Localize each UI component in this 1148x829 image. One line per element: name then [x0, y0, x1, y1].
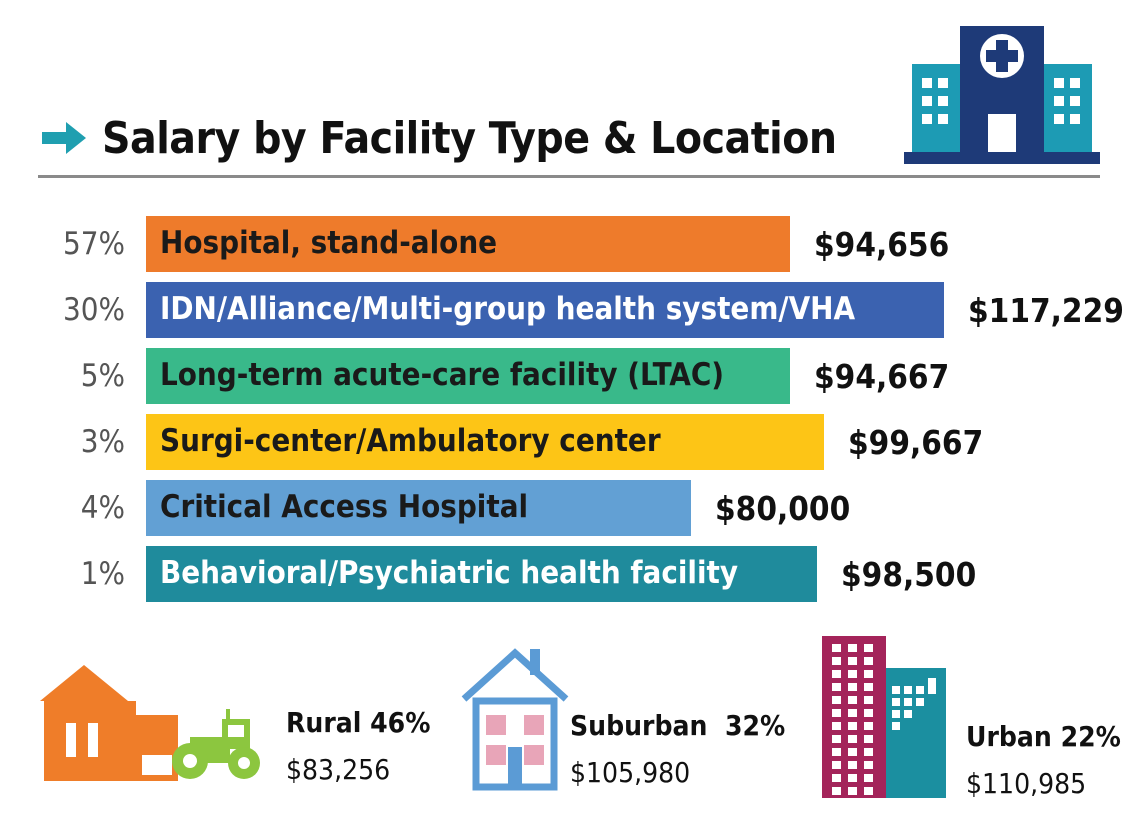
house-icon: [461, 648, 569, 791]
bar-value-label: $94,656: [814, 225, 950, 264]
location-rural: Rural 46% $83,256: [286, 706, 430, 786]
bar-percent-label: 4%: [80, 490, 125, 526]
location-urban: Urban 22% $110,985: [966, 720, 1121, 800]
bar-value-label: $117,229: [968, 291, 1124, 330]
location-suburban: Suburban 32% $105,980: [570, 709, 785, 789]
bar-category-label: IDN/Alliance/Multi-group health system/V…: [160, 291, 856, 327]
bar-percent-label: 3%: [80, 424, 125, 460]
bar-percent-label: 1%: [80, 556, 125, 592]
bar-value-label: $94,667: [814, 357, 950, 396]
barn-tractor-icon: [40, 665, 260, 781]
bar-value-label: $98,500: [841, 555, 977, 594]
bar-value-label: $99,667: [848, 423, 984, 462]
chart-title-block: Salary by Facility Type & Location: [40, 108, 837, 168]
location-suburban-label: Suburban 32%: [570, 709, 786, 742]
city-buildings-icon: [822, 636, 946, 798]
bar-category-label: Critical Access Hospital: [160, 489, 529, 525]
location-rural-salary: $83,256: [286, 753, 391, 786]
bar-value-label: $80,000: [715, 489, 851, 528]
bar-percent-label: 57%: [63, 226, 125, 262]
bar: [146, 348, 790, 404]
bar-category-label: Surgi-center/Ambulatory center: [160, 423, 661, 459]
bar: [146, 480, 691, 536]
bar-category-label: Hospital, stand-alone: [160, 225, 498, 261]
bar: [146, 282, 944, 338]
title-divider: [38, 175, 1100, 178]
hospital-icon: [904, 26, 1100, 164]
location-rural-label: Rural 46%: [286, 706, 431, 739]
bar: [146, 546, 817, 602]
location-urban-label: Urban 22%: [966, 720, 1121, 753]
bar-category-label: Behavioral/Psychiatric health facility: [160, 555, 739, 591]
chart-title: Salary by Facility Type & Location: [102, 112, 837, 164]
bar-percent-label: 5%: [80, 358, 125, 394]
location-urban-salary: $110,985: [966, 767, 1087, 800]
bar-percent-label: 30%: [63, 292, 125, 328]
right-arrow-icon: [42, 122, 86, 154]
bar: [146, 414, 824, 470]
bar: [146, 216, 790, 272]
location-suburban-salary: $105,980: [570, 756, 691, 789]
bar-category-label: Long-term acute-care facility (LTAC): [160, 357, 725, 393]
